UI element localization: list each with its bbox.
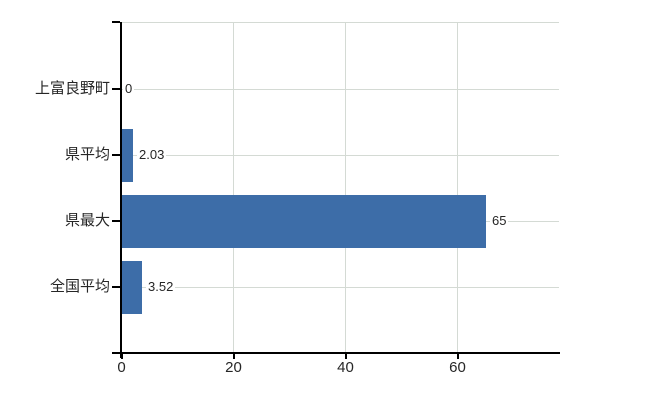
x-tick-mark	[456, 354, 459, 359]
x-tick-label: 20	[225, 359, 242, 376]
x-axis-line	[120, 352, 560, 354]
y-tick-mark	[112, 286, 120, 288]
x-tick-mark	[232, 354, 235, 359]
y-tick-mark	[112, 154, 120, 156]
v-gridline	[345, 23, 346, 352]
x-tick-label: 60	[449, 359, 466, 376]
h-gridline	[122, 287, 559, 288]
category-label: 全国平均	[49, 278, 110, 295]
bar	[122, 129, 133, 182]
y-tick-mark	[112, 88, 120, 90]
x-tick-label: 40	[337, 359, 354, 376]
v-gridline	[233, 23, 234, 352]
h-gridline	[122, 155, 559, 156]
h-gridline	[122, 89, 559, 90]
y-axis-line	[120, 22, 122, 358]
category-label: 上富良野町	[34, 80, 110, 97]
y-tick-mark	[112, 220, 120, 222]
x-tick-mark	[344, 354, 347, 359]
v-gridline	[457, 23, 458, 352]
value-label: 2.03	[137, 146, 167, 164]
value-label: 3.52	[146, 278, 176, 296]
plot-top-border	[122, 22, 559, 23]
x-tick-mark	[120, 354, 123, 359]
y-axis-top-tick	[112, 21, 120, 23]
value-label: 65	[490, 212, 509, 230]
category-label: 県最大	[64, 212, 110, 229]
bar	[122, 261, 142, 314]
bar	[122, 195, 486, 248]
x-tick-label: 0	[117, 359, 126, 376]
value-label: 0	[123, 80, 135, 98]
y-axis-bottom-tick	[112, 352, 120, 354]
category-label: 県平均	[64, 146, 110, 163]
